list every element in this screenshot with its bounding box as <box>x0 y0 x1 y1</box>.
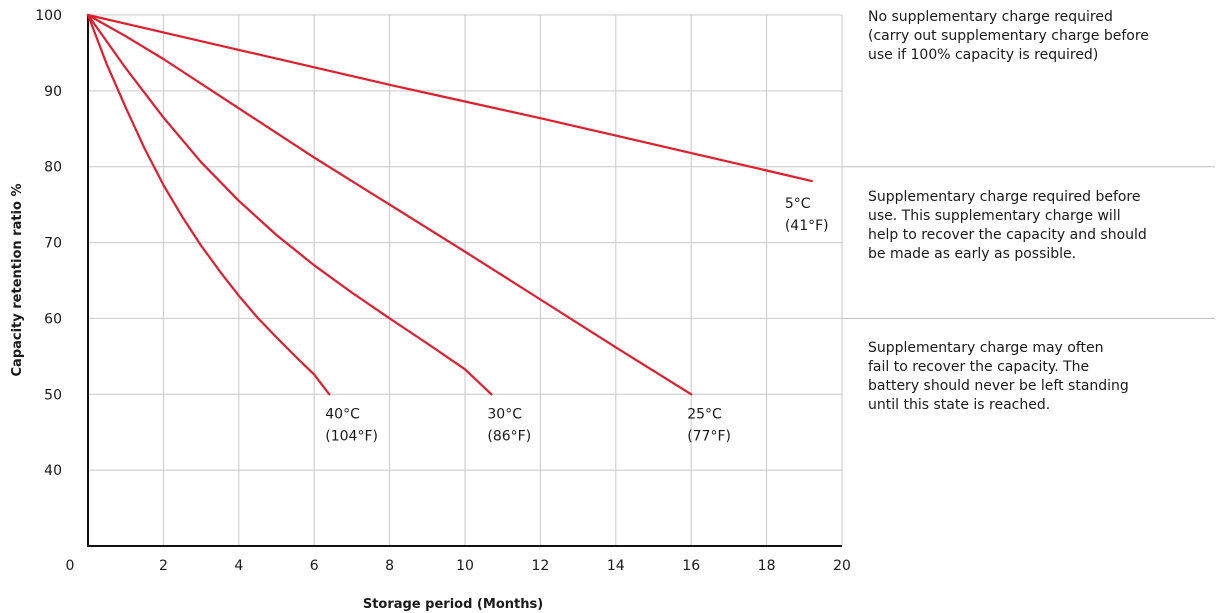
x-tick-label: 20 <box>833 558 851 574</box>
series-label: (104°F) <box>325 428 378 444</box>
y-tick-label: 90 <box>44 84 62 100</box>
series-lines <box>86 13 813 396</box>
y-tick-label: 50 <box>44 387 62 403</box>
grid <box>88 14 843 546</box>
series-label: 25°C <box>687 406 722 422</box>
series-label: 40°C <box>325 406 360 422</box>
note-no-charge-line: use if 100% capacity is required) <box>868 47 1099 63</box>
note-may-fail-line: fail to recover the capacity. The <box>868 359 1090 375</box>
series-label: 30°C <box>487 406 522 422</box>
x-tick-label: 2 <box>159 558 168 574</box>
note-charge-required-line: help to recover the capacity and should <box>868 227 1147 243</box>
note-may-fail-line: until this state is reached. <box>868 397 1051 413</box>
axes <box>87 15 842 547</box>
y-tick-label: 40 <box>44 463 62 479</box>
note-may-fail-line: Supplementary charge may often <box>868 340 1104 356</box>
x-tick-label: 8 <box>385 558 394 574</box>
y-axis-title: Capacity retention ratio % <box>10 183 25 376</box>
y-tick-label: 80 <box>44 160 62 176</box>
series-label: (86°F) <box>487 428 531 444</box>
note-charge-required: Supplementary charge required before use… <box>868 188 1208 264</box>
x-tick-label: 16 <box>682 558 700 574</box>
series-line <box>86 13 493 396</box>
x-tick-label: 6 <box>310 558 319 574</box>
x-tick-label: 12 <box>531 558 549 574</box>
x-tick-label: 18 <box>758 558 776 574</box>
series-label: 5°C <box>785 196 811 212</box>
note-no-charge-line: (carry out supplementary charge before <box>868 28 1149 44</box>
note-charge-required-line: Supplementary charge required before <box>868 189 1141 205</box>
series-line <box>86 13 331 396</box>
tick-labels: 0 2 4 6 8 10 12 14 16 18 20 40 50 60 70 80 90 100 <box>35 8 851 574</box>
y-tick-label: 70 <box>44 236 62 252</box>
note-may-fail: Supplementary charge may often fail to r… <box>868 339 1208 415</box>
series-line <box>86 13 693 396</box>
y-tick-label: 60 <box>44 311 62 327</box>
y-tick-label: 100 <box>35 8 62 24</box>
x-tick-label: 4 <box>234 558 243 574</box>
x-axis-title: Storage period (Months) <box>363 597 543 612</box>
note-may-fail-line: battery should never be left standing <box>868 378 1129 394</box>
x-tick-label: 10 <box>456 558 474 574</box>
x-tick-label: 0 <box>66 558 75 574</box>
note-no-charge-line: No supplementary charge required <box>868 9 1113 25</box>
series-label: (41°F) <box>785 218 829 234</box>
zone-dividers <box>842 166 1215 319</box>
series-label: (77°F) <box>687 428 731 444</box>
series-labels: 40°C (104°F) 30°C (86°F) 25°C (77°F) 5°C (41°F) <box>325 196 828 444</box>
note-no-charge: No supplementary charge required (carry … <box>868 8 1208 65</box>
note-charge-required-line: use. This supplementary charge will <box>868 208 1121 224</box>
series-line <box>86 13 813 183</box>
x-tick-label: 14 <box>607 558 625 574</box>
note-charge-required-line: be made as early as possible. <box>868 246 1077 262</box>
